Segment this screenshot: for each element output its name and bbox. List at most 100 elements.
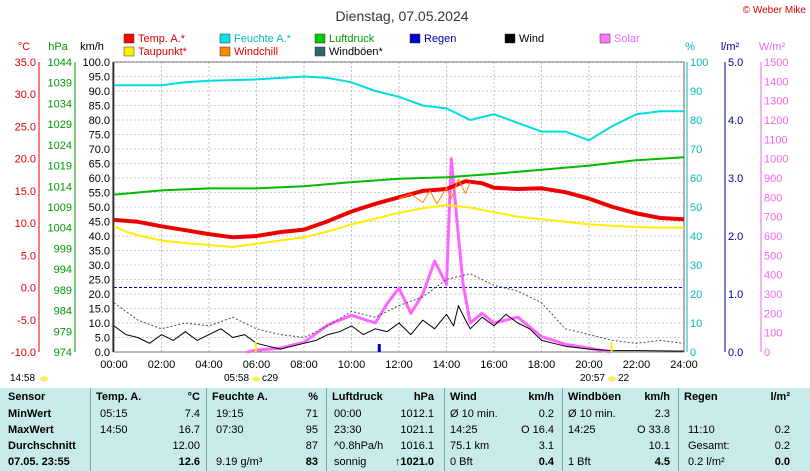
solar-tick-label: 1500	[764, 57, 788, 69]
series-windb-en	[113, 273, 685, 344]
table-header: °C	[187, 391, 200, 403]
x-tick-label: 04:00	[195, 359, 223, 371]
legend-swatch	[314, 46, 326, 57]
temp-tick-label: 35.0	[15, 57, 36, 69]
statistics-table: Sensor Temp. A. °C Feuchte A.% Luftdruck hPa W…	[0, 388, 810, 471]
gust-label: 14:25	[568, 424, 596, 436]
humidity-value: 87	[305, 440, 318, 452]
wind-tick-label: 85.0	[89, 101, 110, 113]
temp-value: 16.7	[178, 424, 200, 436]
pressure-tick-label: 1039	[48, 78, 72, 90]
pressure-tick-label: 984	[54, 306, 72, 318]
legend-label: Luftdruck	[329, 33, 375, 45]
wind-label: 75.1 km	[450, 440, 490, 452]
temp-tick-label: 30.0	[15, 89, 36, 101]
humidity-tick-label: 40	[690, 231, 702, 243]
temp-tick-label: 15.0	[15, 186, 36, 198]
table-header: km/h	[644, 391, 670, 403]
humidity-time: 07:30	[216, 424, 244, 436]
temp-value: 12.6	[178, 456, 200, 468]
rain-tick-label: 5.0	[728, 57, 743, 69]
table-header: hPa	[413, 391, 434, 403]
rain-tick-label: 3.0	[728, 173, 743, 185]
temp-time: 14:50	[100, 424, 128, 436]
gust-label: 1 Bft	[568, 456, 591, 468]
x-tick-label: 20:00	[575, 359, 603, 371]
sun-icon	[252, 376, 260, 382]
x-tick-label: 14:00	[433, 359, 461, 371]
legend-label: Windböen*	[329, 46, 384, 58]
legend-label: Temp. A.*	[138, 33, 186, 45]
legend-label: Regen	[424, 33, 456, 45]
legend-swatch	[409, 33, 421, 44]
table-header: Sensor	[8, 391, 46, 403]
rain-value: 0.2	[774, 440, 790, 452]
table-divider	[444, 388, 445, 471]
legend-swatch	[599, 33, 611, 44]
table-divider	[326, 388, 327, 471]
table-header: km/h	[528, 391, 554, 403]
series-windchill	[398, 178, 471, 205]
gust-value: O 33.8	[636, 424, 670, 436]
pressure-tick-label: 1034	[48, 98, 72, 110]
pressure-value: 1012.1	[400, 408, 434, 420]
solar-unit-label: W/m²	[759, 41, 786, 53]
row-label: MinWert	[8, 408, 52, 420]
rain-tick-label: 4.0	[728, 115, 743, 127]
pressure-value: 1016.1	[400, 440, 434, 452]
temp-tick-label: 5.0	[21, 250, 36, 262]
solar-tick-label: 700	[764, 212, 782, 224]
wind-tick-label: 70.0	[89, 144, 110, 156]
marker-time: 14:58	[10, 373, 35, 384]
x-tick-label: 16:00	[480, 359, 508, 371]
series	[113, 75, 685, 354]
axis-unit-labels: °C hPa km/h% l/m² W/m²	[18, 41, 786, 53]
table-divider	[562, 388, 563, 471]
series-luftdruck	[113, 156, 685, 196]
wind-tick-label: 60.0	[89, 173, 110, 185]
solar-tick-label: 200	[764, 308, 782, 320]
temp-time: 05:15	[100, 408, 128, 420]
x-tick-label: 12:00	[385, 359, 413, 371]
table-header: %	[308, 391, 318, 403]
sun-icon	[40, 376, 48, 382]
pressure-tick-label: 989	[54, 285, 72, 297]
sunrise-note: c29	[262, 373, 279, 384]
rain-label: Gesamt:	[688, 440, 730, 452]
solar-tick-label: 800	[764, 192, 782, 204]
pressure-time: sonnig	[334, 456, 367, 468]
table-header: Wind	[450, 391, 477, 403]
wind-tick-label: 75.0	[89, 130, 110, 142]
sun-icon	[608, 376, 616, 382]
humidity-tick-label: 100	[690, 57, 708, 69]
wind-tick-label: 10.0	[89, 318, 110, 330]
solar-tick-label: 1300	[764, 96, 788, 108]
sunset-time: 20:57	[580, 373, 605, 384]
solar-tick-label: 300	[764, 289, 782, 301]
pressure-tick-label: 1004	[48, 223, 72, 235]
solar-tick-label: 100	[764, 328, 782, 340]
rain-value: 0.2	[774, 424, 790, 436]
pressure-tick-label: 1029	[48, 119, 72, 131]
x-tick-label: 00:00	[100, 359, 128, 371]
wind-tick-label: 90.0	[89, 86, 110, 98]
solar-tick-label: 1400	[764, 76, 788, 88]
time-markers: 14:58 05:58 c29 20:57 22	[10, 342, 630, 384]
humidity-tick-label: 60	[690, 173, 702, 185]
solar-tick-label: 1000	[764, 154, 788, 166]
humidity-time: 9.19 g/m³	[216, 456, 263, 468]
wind-tick-label: 40.0	[89, 231, 110, 243]
x-tick-label: 22:00	[623, 359, 651, 371]
pressure-time: ^0.8hPa/h	[334, 440, 384, 452]
pressure-tick-label: 999	[54, 243, 72, 255]
x-tick-label: 08:00	[290, 359, 318, 371]
temp-unit-label: °C	[18, 41, 30, 53]
weather-chart: Dienstag, 07.05.2024 © Weber Mike Temp. …	[10, 5, 806, 384]
humidity-tick-label: 90	[690, 86, 702, 98]
wind-tick-label: 45.0	[89, 217, 110, 229]
legend-swatch	[219, 46, 231, 57]
rain-label: 0.2 l/m²	[688, 456, 725, 468]
legend: Temp. A.* Feuchte A.* Luftdruck Regen Wind So…	[123, 33, 640, 58]
pressure-tick-label: 1044	[48, 57, 72, 69]
solar-tick-label: 400	[764, 270, 782, 282]
